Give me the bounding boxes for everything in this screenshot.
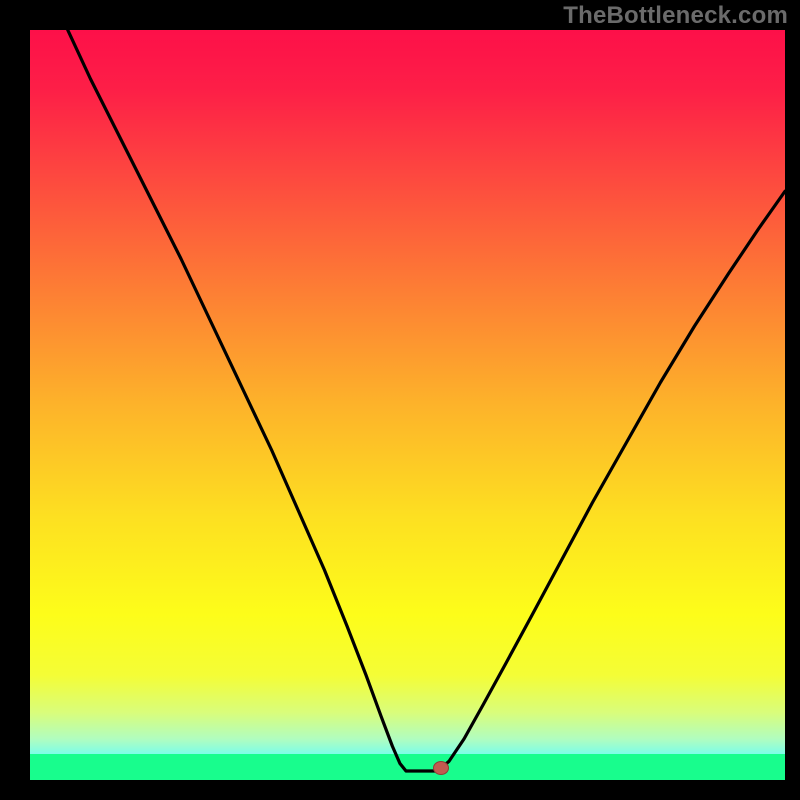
watermark-text: TheBottleneck.com — [563, 2, 788, 30]
plot-area — [30, 30, 785, 780]
bottleneck-curve — [68, 30, 785, 771]
chart-frame: TheBottleneck.com — [0, 0, 800, 800]
curve-svg — [30, 30, 785, 780]
optimum-marker — [433, 761, 449, 775]
